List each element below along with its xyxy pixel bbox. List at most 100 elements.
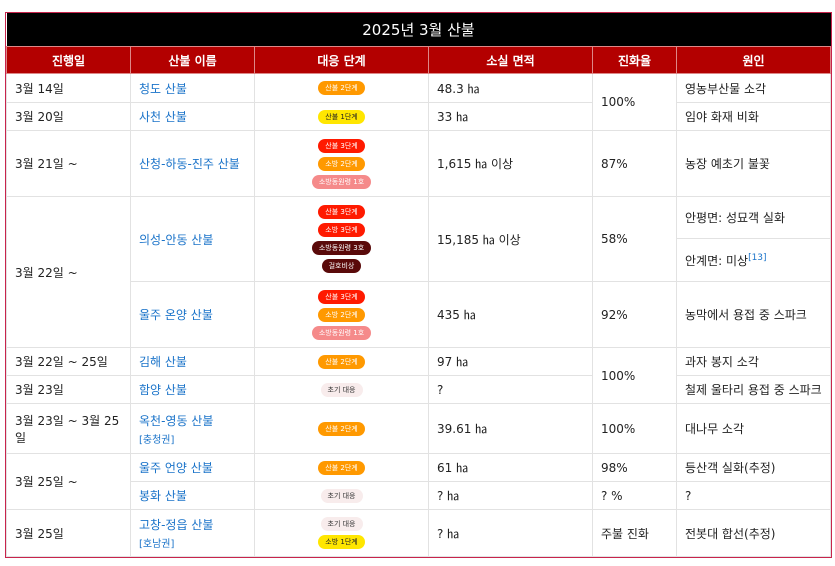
date-cell: 3월 20일 bbox=[6, 102, 131, 131]
date-cell: 3월 25일 bbox=[6, 509, 131, 557]
fire-name-link[interactable]: 울주 온양 산불 bbox=[139, 308, 213, 322]
fire-name-link[interactable]: 사천 산불 bbox=[139, 110, 187, 124]
date-text: 3월 20일 bbox=[15, 110, 64, 124]
level-badge: 산불 2단계 bbox=[318, 460, 365, 475]
header-date: 진행일 bbox=[6, 46, 131, 74]
date-text: 3월 22일 ~ bbox=[15, 265, 78, 280]
level-badge: 초기 대응 bbox=[320, 382, 363, 397]
header-fire-name: 산불 이름 bbox=[130, 46, 255, 74]
cause-text: 농막에서 용접 중 스파크 bbox=[685, 308, 807, 322]
area-text: 61 ㏊ bbox=[437, 461, 469, 475]
area-text: ? ㏊ bbox=[437, 526, 460, 541]
area-cell: 61 ㏊ bbox=[428, 453, 593, 482]
wildfire-table-container: 2025년 3월 산불 진행일 산불 이름 대응 단계 소실 면적 진화율 원인 3월 1… bbox=[5, 12, 832, 558]
area-cell: ? ㏊ bbox=[428, 481, 593, 510]
area-text: ? ㏊ bbox=[437, 489, 460, 503]
level-badge: 소방 3단계 bbox=[318, 223, 365, 237]
cause-text: 영농부산물 소각 bbox=[685, 81, 767, 96]
containment-cell: ? % bbox=[592, 481, 677, 510]
cause-cell: 전봇대 합선(추정) bbox=[676, 509, 831, 557]
fire-name-cell: 의성-안동 산불 bbox=[130, 196, 255, 282]
cause-text: 전봇대 합선(추정) bbox=[685, 526, 776, 541]
badge-group: 초기 대응 bbox=[263, 381, 420, 399]
cause-cell: 임야 화재 비화 bbox=[676, 102, 831, 131]
region-link[interactable]: [호남권] bbox=[139, 539, 175, 550]
fire-name-cell: 청도 산불 bbox=[130, 73, 255, 103]
level-badge: 소방 2단계 bbox=[318, 307, 365, 322]
fire-name-link[interactable]: 고창-정읍 산불 bbox=[139, 518, 214, 532]
containment-cell: 100% bbox=[592, 403, 677, 454]
badge-group: 산불 2단계 bbox=[263, 353, 420, 371]
level-badge: 산불 2단계 bbox=[318, 421, 365, 436]
cause-text: 과자 봉지 소각 bbox=[685, 355, 759, 369]
cause-text: 대나무 소각 bbox=[685, 422, 745, 436]
fire-name-link[interactable]: 청도 산불 bbox=[139, 81, 187, 96]
containment-text: 92% bbox=[601, 307, 628, 322]
table-title: 2025년 3월 산불 bbox=[6, 13, 831, 47]
fire-name-link[interactable]: 의성-안동 산불 bbox=[139, 232, 214, 247]
area-cell: 48.3 ㏊ bbox=[428, 73, 593, 103]
date-text: 3월 22일 ~ 25일 bbox=[15, 355, 108, 369]
level-badge: 산불 1단계 bbox=[318, 109, 365, 124]
badge-group: 초기 대응 소방 1단계 bbox=[263, 515, 420, 551]
containment-cell: 주불 진화 bbox=[592, 509, 677, 557]
fire-name-link[interactable]: 봉화 산불 bbox=[139, 489, 187, 503]
response-level-cell: 초기 대응 bbox=[254, 375, 429, 404]
response-level-cell: 산불 2단계 bbox=[254, 347, 429, 376]
area-cell: 33 ㏊ bbox=[428, 102, 593, 131]
date-text: 3월 23일 ~ 3월 25일 bbox=[15, 413, 120, 445]
area-text: ? bbox=[437, 382, 444, 397]
fire-name-link[interactable]: 함양 산불 bbox=[139, 383, 187, 397]
level-badge: 산불 3단계 bbox=[318, 138, 365, 153]
fire-name-cell: 산청-하동-진주 산불 bbox=[130, 130, 255, 197]
area-text: 1,615 ㏊ 이상 bbox=[437, 157, 514, 171]
header-area: 소실 면적 bbox=[428, 46, 593, 74]
level-badge: 산불 3단계 bbox=[318, 289, 365, 304]
cause-cell: 대나무 소각 bbox=[676, 403, 831, 454]
wildfire-table: 2025년 3월 산불 진행일 산불 이름 대응 단계 소실 면적 진화율 원인 3월 1… bbox=[6, 13, 831, 557]
containment-text: 100% bbox=[601, 368, 636, 383]
table-row: 3월 23일 ~ 3월 25일 옥천-영동 산불 [충청권] 산불 2단계 39.61 … bbox=[6, 403, 831, 454]
area-cell: ? bbox=[428, 375, 593, 404]
cause-text: 농장 예초기 불꽃 bbox=[685, 157, 770, 171]
level-badge: 소방동원령 1호 bbox=[311, 325, 372, 340]
table-row: 안계면: 미상[13] bbox=[7, 238, 831, 282]
area-text: 39.61 ㏊ bbox=[437, 422, 488, 436]
table-row: 3월 22일 ~ 의성-안동 산불 산불 3단계 소방 3단계 소방동원령 3호 걸호비상… bbox=[6, 196, 831, 348]
containment-text: 100% bbox=[601, 95, 636, 109]
fire-name-link[interactable]: 산청-하동-진주 산불 bbox=[139, 157, 240, 171]
fire-name-link[interactable]: 울주 언양 산불 bbox=[139, 461, 213, 475]
containment-cell: 98% bbox=[592, 453, 677, 482]
fire-name-link[interactable]: 김해 산불 bbox=[139, 355, 187, 369]
table-row: 3월 14일 청도 산불 산불 2단계 48.3 ㏊ 100% 영농부산물 소각 bbox=[6, 73, 831, 131]
table-row: 봉화 산불 초기 대응 ? ㏊ ? %? bbox=[7, 481, 831, 510]
level-badge: 걸호비상 bbox=[321, 259, 362, 273]
date-cell: 3월 21일 ~ bbox=[6, 130, 131, 197]
cause-cell: 안계면: 미상[13] bbox=[676, 238, 831, 282]
header-response-level: 대응 단계 bbox=[254, 46, 429, 74]
response-level-cell: 산불 2단계 bbox=[254, 453, 429, 482]
containment-text: 주불 진화 bbox=[601, 526, 649, 541]
date-cell: 3월 23일 bbox=[6, 375, 131, 404]
cause-text: 철제 울타리 용접 중 스파크 bbox=[685, 383, 822, 397]
level-badge: 산불 2단계 bbox=[318, 354, 365, 369]
date-text: 3월 14일 bbox=[15, 81, 64, 96]
reference-link[interactable]: [13] bbox=[748, 252, 767, 263]
table-row: 3월 25일 ~ 울주 언양 산불 산불 2단계 61 ㏊ 98% 등산객 실화(추정) bbox=[6, 453, 831, 510]
level-badge: 초기 대응 bbox=[320, 517, 363, 531]
cause-cell: 등산객 실화(추정) bbox=[676, 453, 831, 482]
header-containment: 진화율 bbox=[592, 46, 677, 74]
table-row: 3월 21일 ~ 산청-하동-진주 산불 산불 3단계 소방 2단계 소방동원령 1호 1… bbox=[6, 130, 831, 197]
region-link[interactable]: [충청권] bbox=[139, 434, 175, 446]
fire-name-cell: 옥천-영동 산불 [충청권] bbox=[130, 403, 255, 454]
fire-name-link[interactable]: 옥천-영동 산불 bbox=[139, 413, 214, 428]
containment-cell: 92% bbox=[592, 281, 677, 348]
area-cell: 435 ㏊ bbox=[428, 281, 593, 348]
area-cell: ? ㏊ bbox=[428, 509, 593, 557]
cause-cell: 철제 울타리 용접 중 스파크 bbox=[676, 375, 831, 404]
date-text: 3월 23일 bbox=[15, 383, 64, 397]
table-row: 울주 온양 산불 산불 3단계 소방 2단계 소방동원령 1호 435 ㏊ 92% 농막에서… bbox=[7, 281, 831, 348]
response-level-cell: 산불 3단계 소방 3단계 소방동원령 3호 걸호비상 bbox=[254, 196, 429, 282]
header-cause: 원인 bbox=[676, 46, 831, 74]
